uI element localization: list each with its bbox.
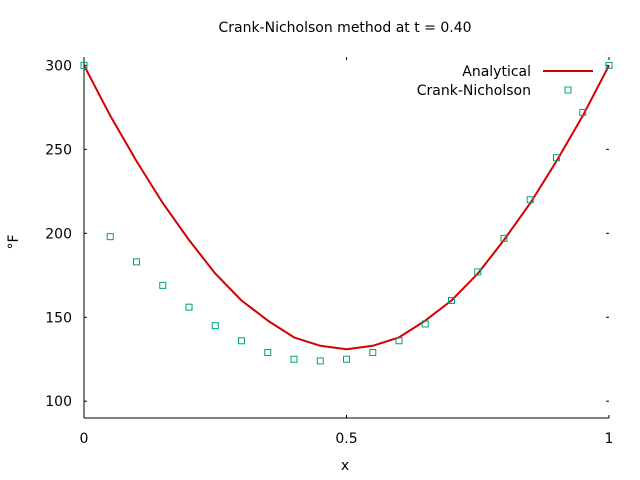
x-tick-label: 1 xyxy=(605,431,614,447)
y-tick-label: 250 xyxy=(45,142,72,158)
legend-label-analytical: Analytical xyxy=(462,64,531,80)
tick-labels: 100 150 200 250 300 0 0.5 1 xyxy=(45,57,613,447)
crank-nicholson-point xyxy=(211,322,219,330)
chart-title: Crank-Nicholson method at t = 0.40 xyxy=(218,20,471,36)
crank-nicholson-point xyxy=(553,154,560,162)
legend-label-crank-nicholson: Crank-Nicholson xyxy=(417,83,531,99)
legend: Analytical Crank-Nicholson xyxy=(417,64,593,99)
analytical-line xyxy=(83,64,610,351)
y-tick-label: 200 xyxy=(45,226,72,242)
axes xyxy=(83,57,609,419)
plot-series xyxy=(80,61,613,365)
y-tick-label: 300 xyxy=(45,58,72,74)
crank-nicholson-point xyxy=(316,357,324,365)
y-tick-label: 150 xyxy=(45,310,72,326)
crank-nicholson-point xyxy=(343,355,350,363)
crank-nicholson-point xyxy=(448,296,455,304)
crank-nicholson-point xyxy=(185,303,193,311)
crank-nicholson-point xyxy=(500,234,508,242)
crank-nicholson-point xyxy=(133,258,140,266)
y-axis-label: °F xyxy=(6,234,22,249)
crank-nicholson-point xyxy=(290,355,298,363)
crank-nicholson-point xyxy=(395,337,403,345)
y-tick-label: 100 xyxy=(45,394,72,410)
crank-nicholson-point xyxy=(264,349,272,357)
crank-nicholson-point xyxy=(106,233,114,241)
crank-nicholson-point xyxy=(238,337,245,345)
crank-nicholson-point xyxy=(80,61,88,69)
x-tick-label: 0 xyxy=(80,431,89,447)
legend-swatch-crank-nicholson xyxy=(564,86,572,94)
crank-nicholson-point xyxy=(421,320,429,328)
x-tick-label: 0.5 xyxy=(335,431,357,447)
crank-nicholson-point xyxy=(474,268,482,276)
x-axis-label: x xyxy=(341,458,349,474)
crank-nicholson-point xyxy=(605,61,613,69)
crank-nicholson-point xyxy=(579,108,587,116)
crank-nicholson-point xyxy=(369,349,377,357)
crank-nicholson-point xyxy=(526,196,534,204)
crank-nicholson-point xyxy=(159,281,167,289)
